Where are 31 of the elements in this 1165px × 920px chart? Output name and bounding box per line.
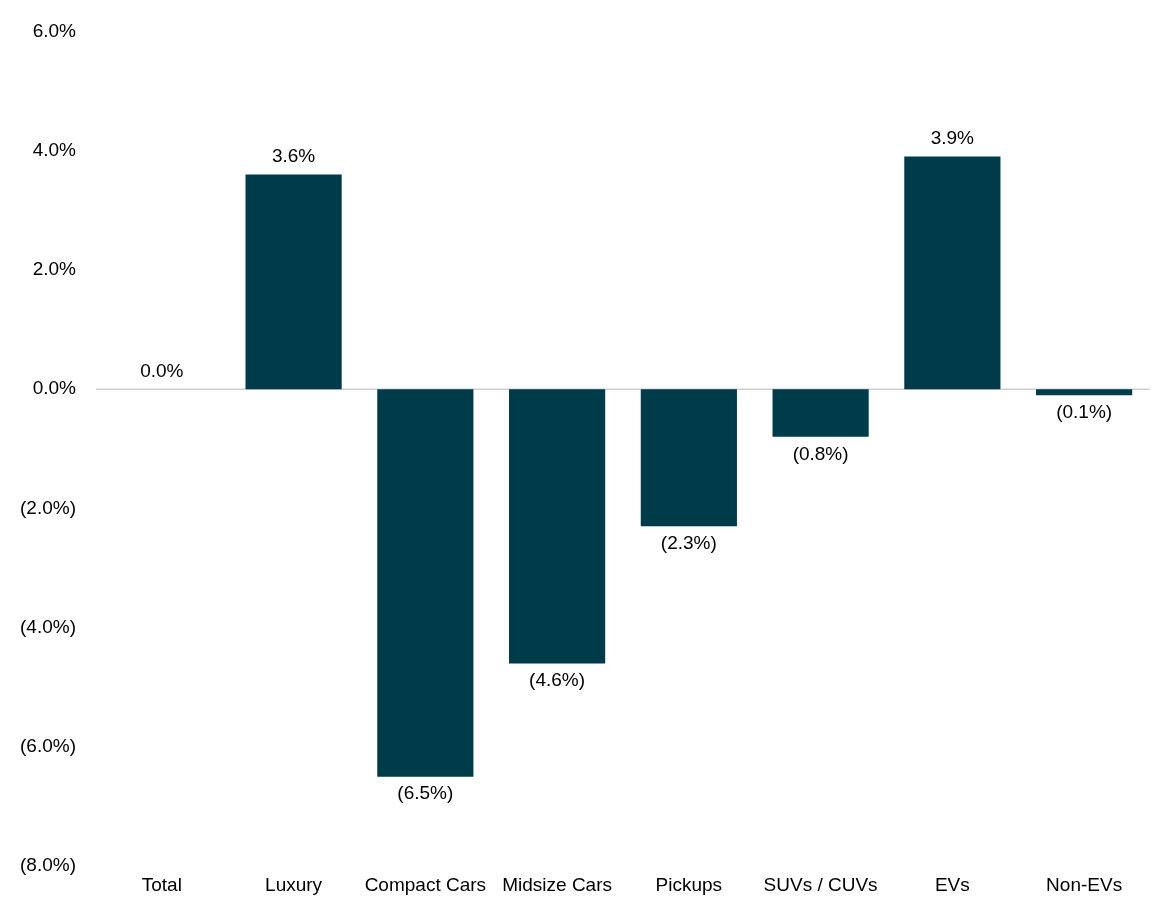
bar: [245, 174, 342, 390]
y-tick-label: (2.0%): [19, 496, 76, 518]
data-label: (0.8%): [792, 442, 849, 464]
x-tick-label: Compact Cars: [364, 873, 487, 895]
y-tick-label: (8.0%): [19, 854, 76, 876]
x-tick-label: Luxury: [265, 873, 323, 895]
y-tick-label: (4.0%): [19, 615, 76, 637]
x-tick-label: Pickups: [655, 873, 723, 895]
y-tick-label: 2.0%: [32, 258, 77, 280]
bar: [640, 389, 737, 527]
bar: [904, 156, 1001, 390]
x-tick-label: Midsize Cars: [502, 873, 613, 895]
x-tick-label: SUVs / CUVs: [763, 873, 878, 895]
bar: [1036, 389, 1133, 396]
y-tick-label: (6.0%): [19, 735, 76, 757]
data-label: (4.6%): [529, 669, 586, 691]
y-tick-label: 4.0%: [32, 138, 77, 160]
data-label: (2.3%): [660, 532, 717, 554]
data-label: (6.5%): [397, 782, 454, 804]
x-tick-label: Non-EVs: [1046, 873, 1123, 895]
x-tick-label: EVs: [934, 873, 970, 895]
data-label: (0.1%): [1056, 400, 1113, 422]
data-label: 3.9%: [930, 127, 975, 149]
bar: [509, 389, 606, 664]
data-label: 0.0%: [140, 359, 184, 381]
bar: [772, 389, 869, 437]
y-tick-label: 6.0%: [32, 19, 77, 41]
y-tick-label: 0.0%: [32, 377, 77, 399]
x-tick-label: Total: [141, 873, 182, 895]
data-label: 3.6%: [271, 145, 316, 167]
bar: [377, 389, 474, 777]
